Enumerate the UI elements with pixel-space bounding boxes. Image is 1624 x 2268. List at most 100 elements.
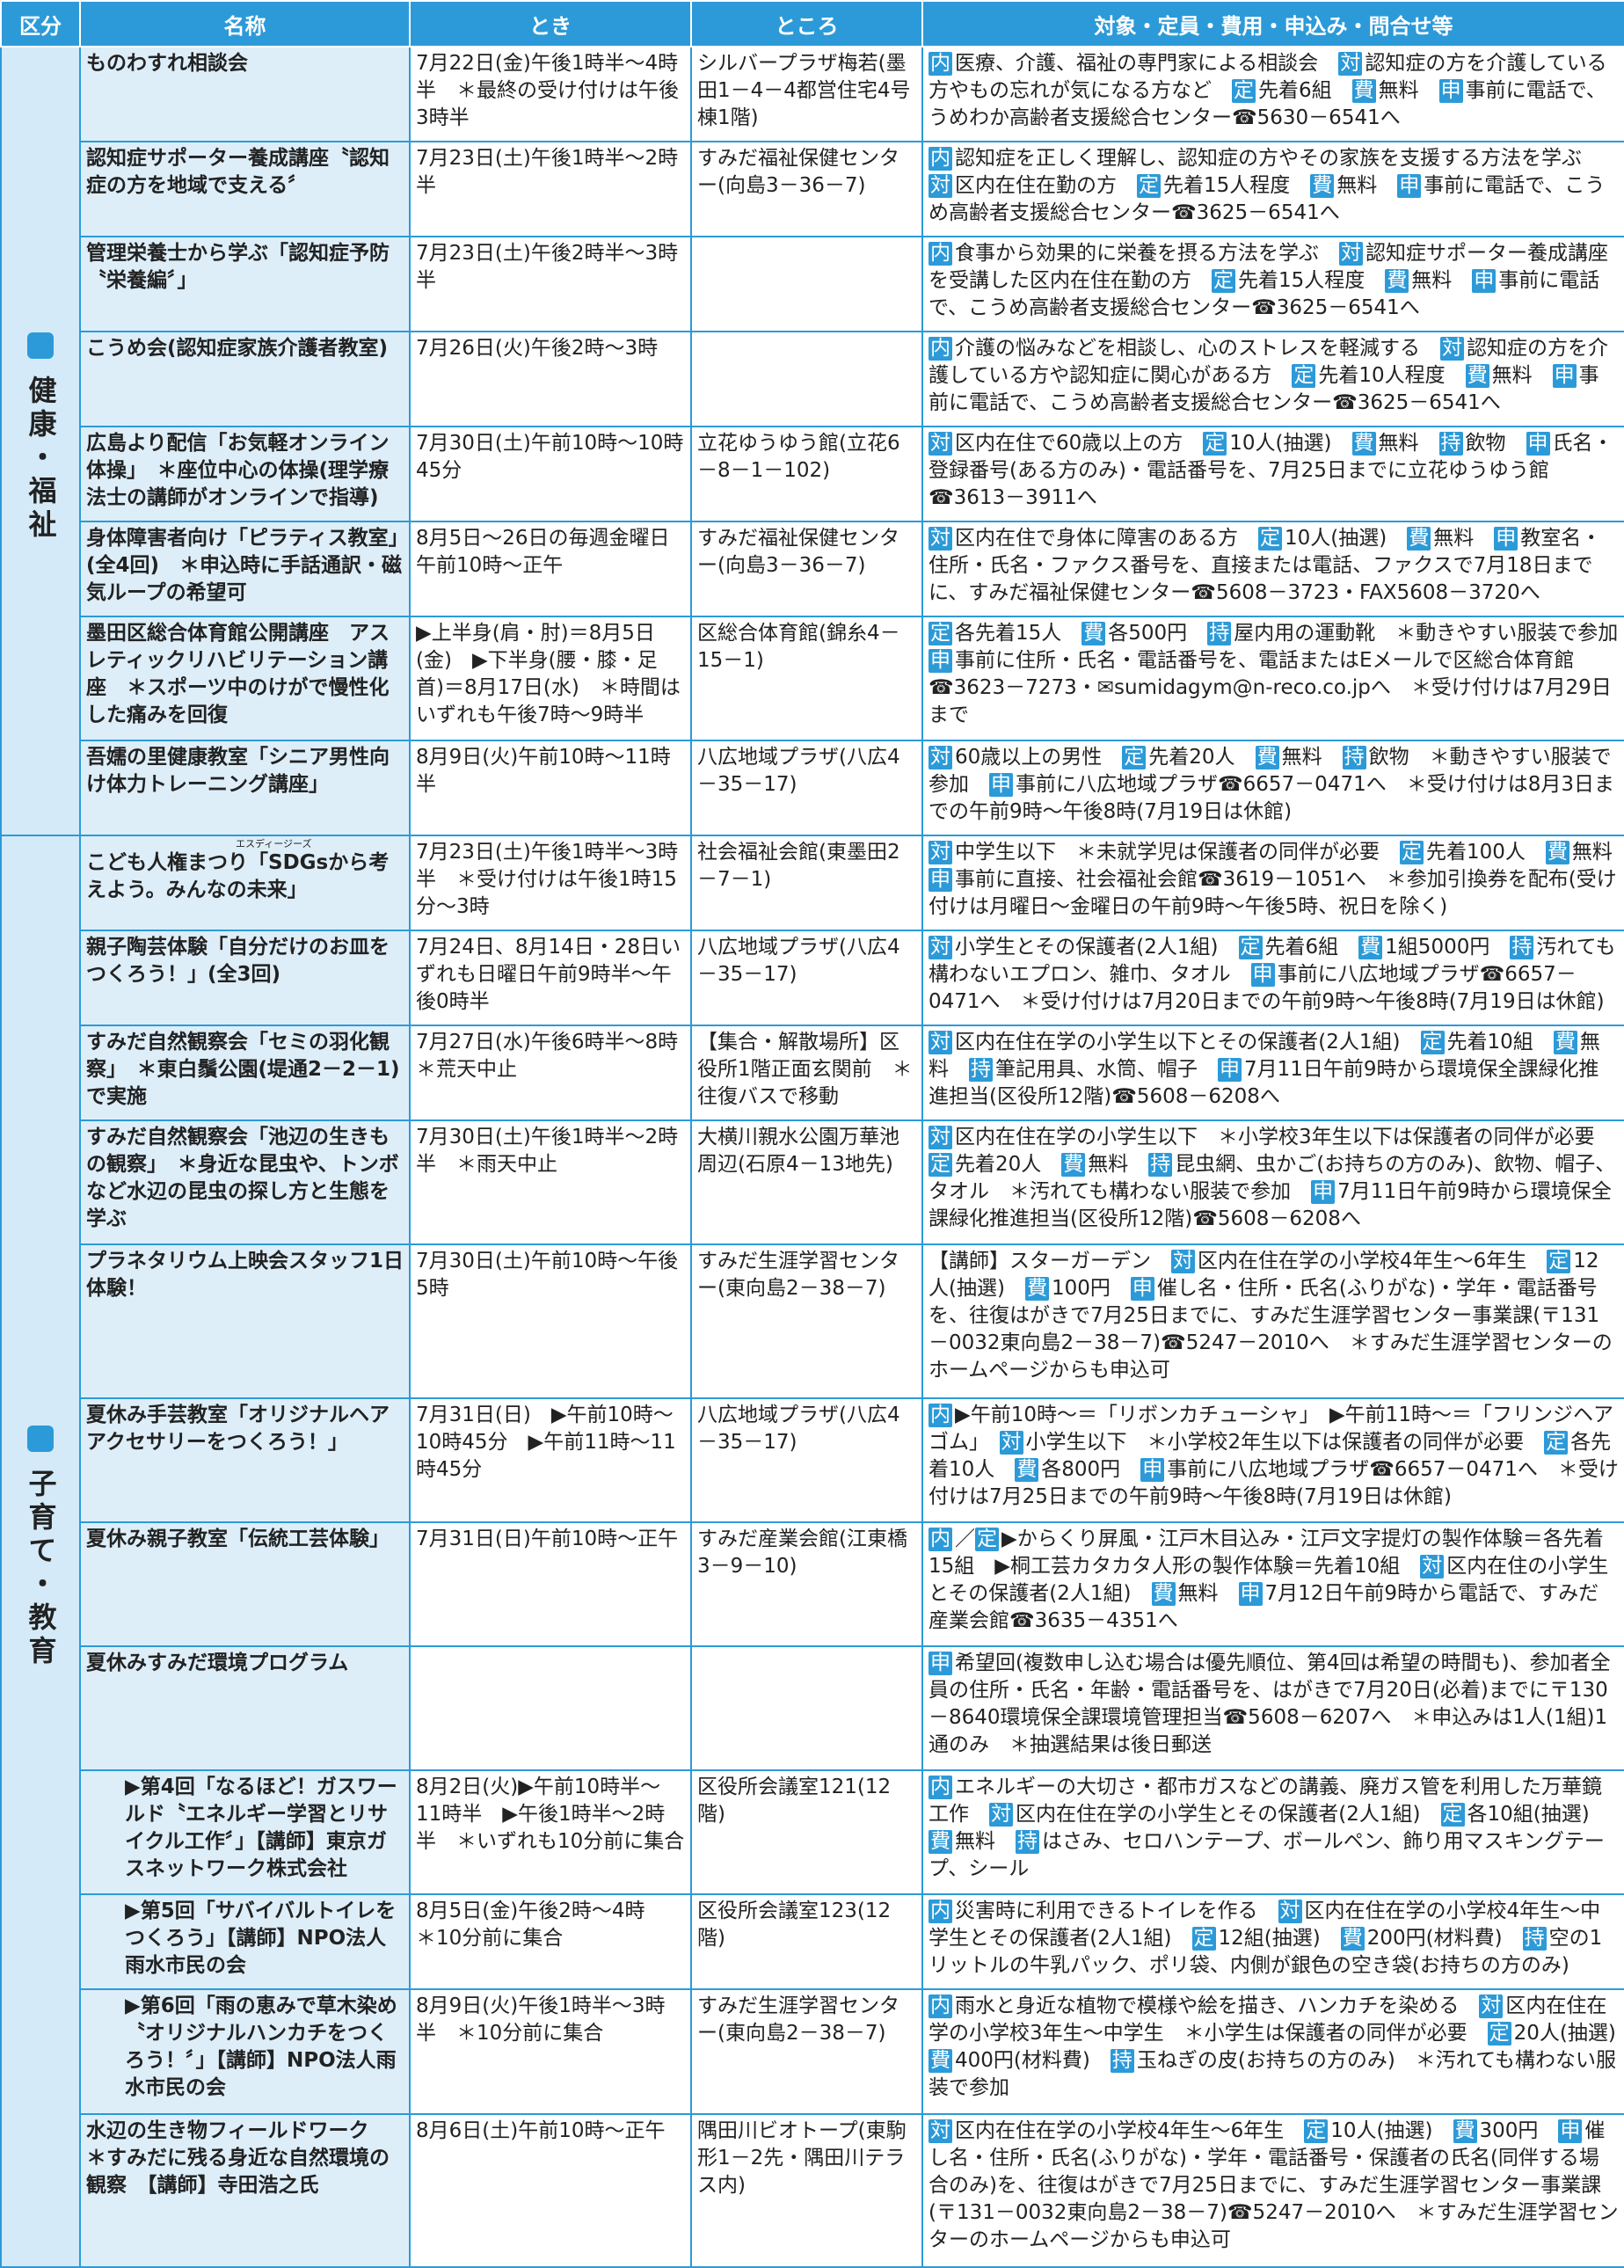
detail-text: 無料 — [1177, 1581, 1239, 1605]
detail-tag: 費 — [929, 1830, 952, 1855]
detail-tag: 費 — [1340, 1927, 1365, 1951]
event-name: こうめ会(認知症家族介護者教室) — [79, 331, 411, 428]
detail-text: 各先着15人 — [955, 622, 1082, 645]
detail-tag: 費 — [929, 2049, 952, 2074]
event-time: 7月24日、8月14日・28日いずれも日曜日午前9時半～午後0時半 — [409, 930, 692, 1027]
place-text: 【集合・解散場所】区役所1階正面玄関前 ＊往復バスで移動 — [697, 1031, 913, 1109]
detail-text: 食事から効果的に栄養を摂る方法を学ぶ — [955, 242, 1339, 266]
detail-text: 無料 — [1491, 364, 1553, 388]
detail-text: 先着10人程度 — [1318, 364, 1466, 388]
event-name: ものわすれ相談会 — [79, 45, 411, 143]
detail-tag: 定 — [1304, 2119, 1329, 2143]
event-place: 八広地域プラザ(八広4－35－17) — [690, 740, 923, 837]
detail-text: 介護の悩みなどを相談し、心のストレスを軽減する — [955, 337, 1440, 361]
event-row: プラネタリウム上映会スタッフ1日体験！ 7月30日(土)午前10時～午後5時 すみだ… — [1, 1243, 1624, 1399]
detail-text: 先着20人 — [1148, 746, 1256, 769]
detail-text: 筆記用具、水筒、帽子 — [995, 1058, 1218, 1082]
event-detail: 【講師】スターガーデン 対区内在住在学の小学校4年生～6年生 定 12人(抽選) … — [921, 1243, 1624, 1399]
time-text: 8月2日(火)▶午前10時半～11時半 ▶午後1時半～2時半 ＊いずれも10分前… — [416, 1776, 685, 1854]
section-cell: 子育て・教育 — [0, 835, 81, 2268]
detail-text: 雨水と身近な植物で模様や絵を描き、ハンカチを染める — [955, 1995, 1480, 2018]
detail-text: 60歳以上の男性 — [955, 746, 1123, 769]
event-detail: 対区内在住で身体に障害のある方 定 10人(抽選) 費無料 申教室名・住所・氏名・… — [921, 521, 1624, 618]
event-name: 墨田区総合体育館公開講座 アスレティックリハビリテーション講座 ＊スポーツ中のけ… — [79, 616, 411, 742]
detail-text: 希望回(複数申し込む場合は優先順位、第4回は希望の時間も)、参加者全員の住所・氏… — [929, 1652, 1611, 1757]
place-text: 区総合体育館(錦糸4－15－1) — [697, 622, 900, 673]
time-text: 8月5日～26日の毎週金曜日午前10時～正午 — [416, 527, 670, 578]
event-time: 7月31日(日)午前10時～正午 — [409, 1521, 692, 1648]
event-place: 隅田川ビオトープ(東駒形1－2先・隅田川テラス内) — [690, 2112, 923, 2268]
event-name: 管理栄養士から学ぶ「認知症予防〝栄養編〞」 — [79, 236, 411, 333]
name-text: 夏休み手芸教室「オリジナルヘアアクセサリーをつくろう！」 — [86, 1403, 390, 1454]
detail-text: 20人(抽選) — [1513, 2022, 1616, 2046]
place-text: 区役所会議室121(12階) — [697, 1776, 892, 1827]
detail-tag: 定 — [975, 1527, 999, 1551]
event-place: すみだ生涯学習センター(東向島2－38－7) — [690, 1243, 923, 1399]
detail-text: 各先着10人 — [929, 1430, 1612, 1481]
event-row: 夏休み親子教室「伝統工芸体験」 7月31日(日)午前10時～正午 すみだ産業会館(江… — [1, 1521, 1624, 1648]
event-place: すみだ産業会館(江東橋3－9－10) — [690, 1521, 923, 1648]
place-text: 立花ゆうゆう館(立花6－8－1－102) — [697, 432, 900, 483]
event-name: 親子陶芸体験「自分だけのお皿をつくろう！」(全3回) — [79, 930, 411, 1027]
event-name: エスディージーズ こども人権まつり「SDGsから考えよう。みんなの未来」 — [79, 835, 411, 932]
place-text: 隅田川ビオトープ(東駒形1－2先・隅田川テラス内) — [697, 2119, 907, 2197]
detail-text: ／ — [955, 1527, 975, 1550]
name-text: 水辺の生き物フィールドワーク ＊すみだに残る身近な自然環境の観察 【講師】寺田浩… — [86, 2119, 390, 2197]
event-time: 8月6日(土)午前10時～正午 — [409, 2112, 692, 2268]
detail-text: 無料 — [929, 1031, 1600, 1082]
detail-text: 7月11日午前9時から環境保全課緑化推進担当(区役所12階)☎5608－6208… — [929, 1180, 1612, 1231]
detail-tag: 申 — [1218, 1058, 1242, 1083]
event-row: 墨田区総合体育館公開講座 アスレティックリハビリテーション講座 ＊スポーツ中のけ… — [1, 616, 1624, 742]
section-label: 子育て・教育 — [24, 1469, 58, 1670]
place-text: すみだ福祉保健センター(向島3－36－7) — [697, 527, 899, 578]
place-text: 八広地域プラザ(八広4－35－17) — [697, 746, 900, 797]
event-place: 立花ゆうゆう館(立花6－8－1－102) — [690, 426, 923, 523]
detail-tag: 持 — [1016, 1830, 1039, 1855]
detail-tag: 定 — [1212, 269, 1235, 294]
detail-text: 区内在住在学の小学生とその保護者(2人1組) — [1016, 1803, 1441, 1827]
detail-text: 事前に電話で、うめわか高齢者支援総合センター☎5630－6541へ — [929, 79, 1606, 129]
detail-tag: 定 — [1122, 746, 1147, 770]
detail-text: 200円(材料費) — [1366, 1927, 1523, 1951]
event-name: ▶第4回「なるほど！ガスワールド〝エネルギー学習とリサイクル工作〞」【講師】東京… — [79, 1769, 411, 1896]
event-name: プラネタリウム上映会スタッフ1日体験！ — [79, 1243, 411, 1399]
event-name: 身体障害者向け「ピラティス教室」(全4回) ＊申込時に手話通訳・磁気ループの希望… — [79, 521, 411, 618]
detail-text: 事前に電話で、こうめ高齢者支援総合センター☎3625－6541へ — [929, 364, 1599, 415]
event-time: 7月26日(火)午後2時～3時 — [409, 331, 692, 428]
event-name: すみだ自然観察会「セミの羽化観察」 ＊東白鬚公園(堤通2－2－1)で実施 — [79, 1025, 411, 1122]
event-name: 吾嬬の里健康教室「シニア男性向け体力トレーニング講座」 — [79, 740, 411, 837]
detail-text: 事前に電話で、こうめ高齢者支援総合センター☎3625－6541へ — [929, 174, 1606, 225]
event-row: ▶第5回「サバイバルトイレをつくろう」【講師】NPO法人雨水市民の会 8月5日(金… — [1, 1893, 1624, 1991]
detail-tag: 申 — [929, 1652, 952, 1676]
detail-tag: 定 — [1487, 2022, 1511, 2046]
detail-tag: 申 — [1250, 963, 1275, 988]
detail-text: 空の1リットルの牛乳パック、ポリ袋、内側が銀色の空き袋(お持ちの方のみ) — [929, 1927, 1603, 1978]
detail-text: 12組(抽選) — [1218, 1927, 1341, 1951]
time-text: 7月30日(土)午前10時～10時45分 — [416, 432, 684, 483]
event-place: 【集合・解散場所】区役所1階正面玄関前 ＊往復バスで移動 — [690, 1025, 923, 1122]
detail-text: 屋内用の運動靴 ＊動きやすい服装で参加 — [1234, 622, 1619, 645]
section-cell: 健康・福祉 — [0, 45, 81, 837]
detail-text: 区内在住在学の小学校4年生～6年生 — [1198, 1250, 1548, 1273]
event-row: 親子陶芸体験「自分だけのお皿をつくろう！」(全3回) 7月24日、8月14日・28… — [1, 930, 1624, 1027]
event-row: 身体障害者向け「ピラティス教室」(全4回) ＊申込時に手話通訳・磁気ループの希望… — [1, 521, 1624, 618]
time-text: 8月5日(金)午後2時～4時 ＊10分前に集合 — [416, 1900, 666, 1951]
detail-text: 汚れても構わないエプロン、雑巾、タオル — [929, 936, 1616, 987]
detail-tag: 持 — [1342, 746, 1366, 770]
place-text: すみだ福祉保健センター(向島3－36－7) — [697, 147, 899, 198]
detail-tag: 申 — [1558, 2119, 1583, 2143]
column-header: 区分 — [0, 0, 81, 47]
detail-tag: 申 — [989, 773, 1013, 798]
detail-tag: 対 — [989, 1803, 1013, 1827]
detail-tag: 申 — [1130, 1277, 1154, 1302]
detail-text: 無料 — [1378, 79, 1439, 102]
time-text: 7月22日(金)午後1時半～4時半 ＊最終の受け付けは午後3時半 — [416, 52, 679, 129]
detail-text: 先着15人程度 — [1238, 269, 1386, 293]
detail-tag: 費 — [1453, 2119, 1477, 2143]
detail-tag: 申 — [1494, 527, 1518, 551]
detail-tag: 内 — [929, 1403, 952, 1427]
detail-text: 災害時に利用できるトイレを作る — [955, 1900, 1278, 1923]
event-row: 管理栄養士から学ぶ「認知症予防〝栄養編〞」 7月23日(土)午後2時半～3時半 内食… — [1, 236, 1624, 333]
name-text: 夏休み親子教室「伝統工芸体験」 — [86, 1527, 390, 1550]
detail-text: 催し名・住所・氏名(ふりがな)・学年・電話番号・保護者の氏名(同伴する場合のみ)… — [929, 2119, 1619, 2251]
